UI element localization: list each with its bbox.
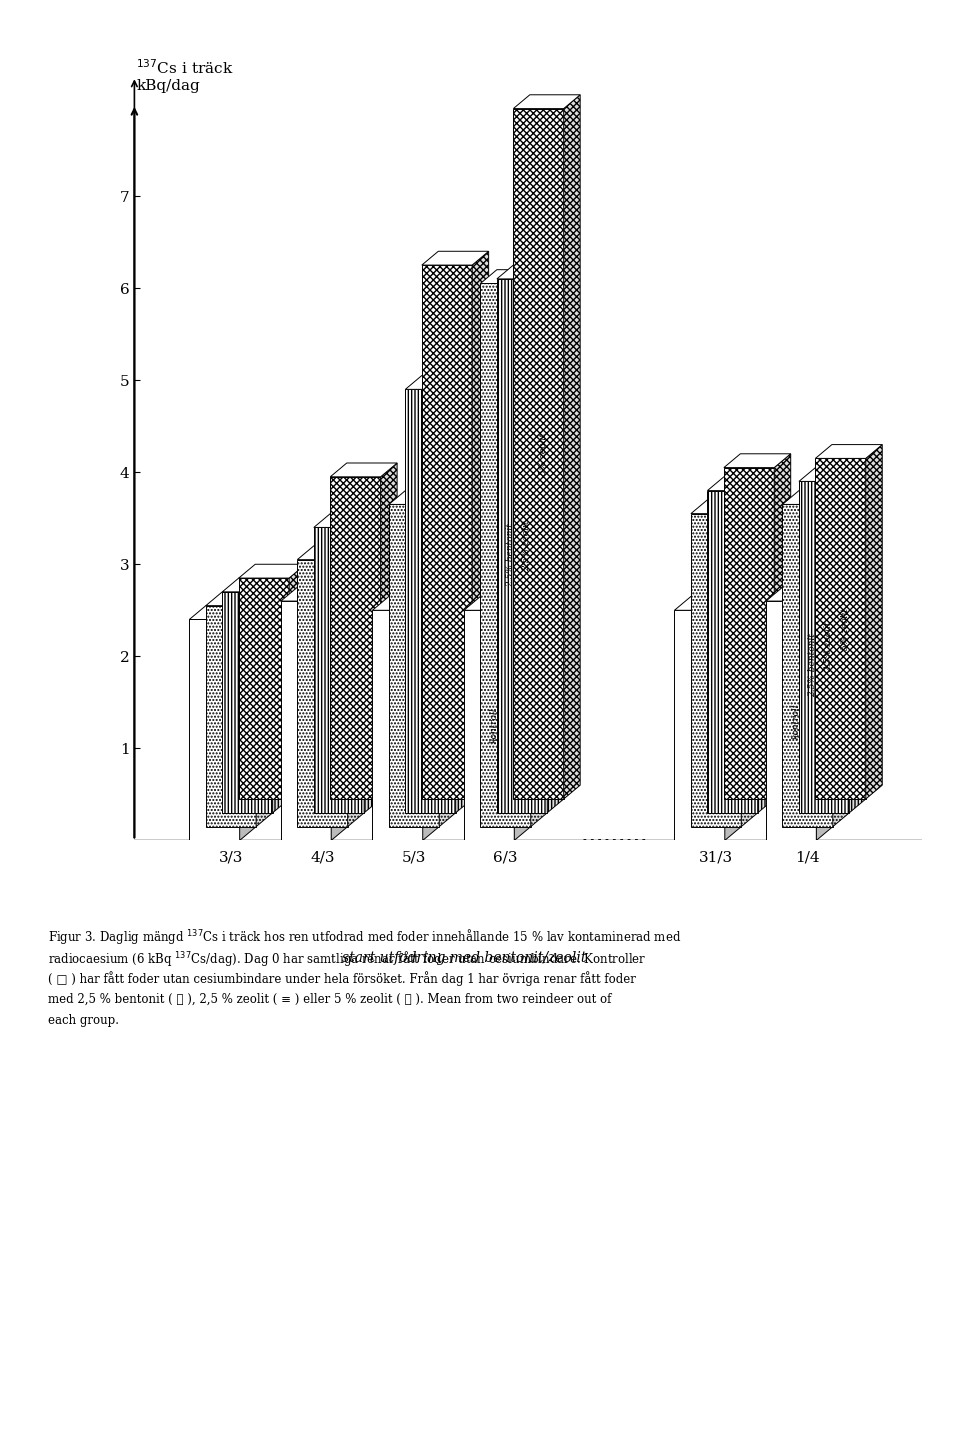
Text: 2.5% zeolit: 2.5% zeolit — [522, 520, 531, 571]
Text: radiocaesium (6 kBq $^{137}$Cs/dag). Dag 0 har samtliga renar fått foder utan ce: radiocaesium (6 kBq $^{137}$Cs/dag). Dag… — [48, 949, 646, 968]
Polygon shape — [240, 606, 256, 840]
Polygon shape — [866, 445, 882, 798]
Polygon shape — [515, 597, 531, 840]
Polygon shape — [456, 375, 472, 813]
Polygon shape — [480, 284, 531, 826]
Polygon shape — [774, 454, 791, 798]
Polygon shape — [380, 464, 397, 798]
Polygon shape — [782, 504, 833, 826]
Polygon shape — [816, 587, 833, 840]
Polygon shape — [472, 251, 489, 798]
Polygon shape — [289, 564, 305, 798]
Polygon shape — [497, 278, 547, 813]
Polygon shape — [480, 270, 547, 284]
Polygon shape — [298, 559, 348, 826]
Polygon shape — [675, 597, 741, 610]
Polygon shape — [281, 601, 331, 840]
Polygon shape — [189, 606, 256, 620]
Polygon shape — [298, 546, 364, 559]
Polygon shape — [422, 597, 440, 840]
Polygon shape — [440, 491, 456, 826]
Polygon shape — [331, 587, 348, 840]
Polygon shape — [372, 610, 422, 840]
Polygon shape — [782, 491, 850, 504]
Polygon shape — [364, 513, 380, 813]
Polygon shape — [281, 587, 348, 601]
Polygon shape — [708, 491, 757, 813]
Polygon shape — [314, 527, 364, 813]
Polygon shape — [405, 375, 472, 390]
Polygon shape — [766, 601, 816, 840]
Polygon shape — [330, 464, 397, 477]
Polygon shape — [239, 578, 289, 798]
Polygon shape — [799, 481, 850, 813]
Polygon shape — [239, 564, 305, 578]
Text: kontroll: kontroll — [791, 703, 801, 739]
Polygon shape — [273, 578, 289, 813]
Text: 2.5% bentonit: 2.5% bentonit — [506, 523, 515, 587]
Polygon shape — [497, 265, 564, 278]
Polygon shape — [405, 390, 456, 813]
Polygon shape — [421, 265, 472, 798]
Polygon shape — [564, 94, 580, 798]
Polygon shape — [223, 578, 289, 591]
Polygon shape — [708, 477, 774, 491]
Polygon shape — [372, 597, 440, 610]
Polygon shape — [675, 610, 725, 840]
Polygon shape — [389, 504, 440, 826]
Polygon shape — [741, 500, 757, 826]
Polygon shape — [314, 513, 380, 527]
Text: $^{137}$Cs i träck
kBq/dag: $^{137}$Cs i träck kBq/dag — [136, 58, 233, 93]
Polygon shape — [725, 597, 741, 840]
Polygon shape — [724, 468, 774, 798]
Polygon shape — [421, 251, 489, 265]
Text: ( □ ) har fått foder utan cesiumbindare under hela försöket. Från dag 1 har övri: ( □ ) har fått foder utan cesiumbindare … — [48, 971, 636, 985]
Polygon shape — [389, 491, 456, 504]
Text: med 2,5 % bentonit ( ≣ ), 2,5 % zeolit ( ≡ ) eller 5 % zeolit ( ≣ ). Mean from t: med 2,5 % bentonit ( ≣ ), 2,5 % zeolit (… — [48, 993, 612, 1006]
Polygon shape — [850, 468, 866, 813]
Polygon shape — [205, 591, 273, 606]
Polygon shape — [691, 513, 741, 826]
Polygon shape — [691, 500, 757, 513]
Polygon shape — [724, 454, 791, 468]
Text: kontroll: kontroll — [490, 707, 498, 743]
Polygon shape — [757, 477, 774, 813]
Polygon shape — [330, 477, 380, 798]
Polygon shape — [348, 546, 364, 826]
Polygon shape — [815, 445, 882, 458]
Polygon shape — [514, 94, 580, 109]
Polygon shape — [464, 610, 515, 840]
Polygon shape — [766, 587, 833, 601]
Polygon shape — [256, 591, 273, 826]
Polygon shape — [531, 270, 547, 826]
Polygon shape — [223, 591, 273, 813]
Text: 5% zeolit: 5% zeolit — [841, 607, 850, 649]
Polygon shape — [205, 606, 256, 826]
Polygon shape — [514, 109, 564, 798]
Polygon shape — [833, 491, 850, 826]
Polygon shape — [815, 458, 866, 798]
Text: 2.5% bentonit: 2.5% bentonit — [807, 633, 817, 697]
Text: Figur 3. Daglig mängd $^{137}$Cs i träck hos ren utfodrad med foder innehållande: Figur 3. Daglig mängd $^{137}$Cs i träck… — [48, 927, 682, 946]
Text: each group.: each group. — [48, 1014, 119, 1027]
Text: 2.5% zeolit: 2.5% zeolit — [825, 622, 833, 672]
Polygon shape — [464, 597, 531, 610]
Polygon shape — [799, 468, 866, 481]
Polygon shape — [189, 620, 240, 840]
Text: 5% zeolit: 5% zeolit — [539, 433, 547, 475]
Text: start utfodring med bentonit/zeolit: start utfodring med bentonit/zeolit — [342, 951, 587, 965]
Polygon shape — [547, 265, 564, 813]
